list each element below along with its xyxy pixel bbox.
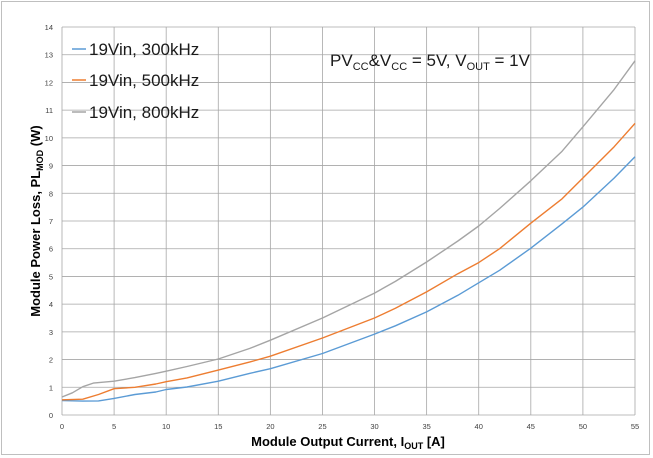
annotation-part-2: &V: [369, 51, 392, 70]
series-line-2: [61, 60, 636, 398]
y-tick-label-6: 6: [49, 245, 53, 254]
annotation-part-6: = 1V: [490, 51, 531, 70]
legend-label-0: 19Vin, 300kHz: [89, 40, 199, 59]
x-tick-label-0: 0: [60, 422, 64, 431]
annotation-part-3: CC: [391, 61, 407, 73]
annotation-part-5: OUT: [467, 61, 491, 73]
series-line-0: [61, 156, 636, 402]
y-axis-title-sub: MOD: [35, 149, 45, 170]
y-tick-label-4: 4: [49, 300, 53, 309]
legend-entry-1: 19Vin, 500kHz: [72, 71, 199, 90]
series-lines: [61, 60, 636, 402]
y-tick-label-2: 2: [49, 356, 53, 365]
x-tick-label-6: 30: [370, 422, 378, 431]
legend: 19Vin, 300kHz 19Vin, 500kHz 19Vin, 800kH…: [72, 40, 199, 122]
legend-label-1: 19Vin, 500kHz: [89, 71, 199, 90]
y-tick-label-9: 9: [49, 162, 53, 171]
gridlines: [61, 26, 636, 416]
annotation-part-1: CC: [353, 61, 369, 73]
x-tick-label-2: 10: [162, 422, 170, 431]
x-tick-label-1: 5: [112, 422, 116, 431]
y-tick-label-0: 0: [49, 411, 53, 420]
x-tick-label-5: 25: [318, 422, 326, 431]
annotation-part-0: PV: [330, 51, 353, 70]
conditions-annotation: PVCC&VCC = 5V, VOUT = 1V: [330, 51, 531, 73]
y-axis-title: Module Power Loss, PLMOD (W): [28, 125, 45, 316]
x-axis-ticks: 0 5 10 15 20 25 30 35 40 45 50 55: [60, 422, 639, 431]
legend-entry-0: 19Vin, 300kHz: [72, 40, 199, 59]
y-tick-label-5: 5: [49, 272, 53, 281]
series-line-1: [61, 122, 636, 401]
annotation-part-4: = 5V, V: [407, 51, 467, 70]
x-axis-title-sub: OUT: [404, 441, 424, 451]
y-tick-label-1: 1: [49, 383, 53, 392]
x-tick-label-3: 15: [214, 422, 222, 431]
x-tick-label-8: 40: [475, 422, 483, 431]
y-tick-label-8: 8: [49, 189, 53, 198]
x-tick-label-11: 55: [631, 422, 639, 431]
x-tick-label-10: 50: [579, 422, 587, 431]
y-tick-label-11: 11: [45, 106, 53, 115]
y-tick-label-3: 3: [49, 328, 53, 337]
x-axis-title: Module Output Current, IOUT [A]: [251, 434, 445, 451]
y-tick-label-12: 12: [45, 78, 53, 87]
x-axis-title-main: Module Output Current, I: [251, 434, 404, 449]
y-tick-label-7: 7: [49, 217, 53, 226]
x-tick-label-9: 45: [527, 422, 535, 431]
y-tick-label-13: 13: [45, 51, 53, 60]
y-tick-label-10: 10: [45, 134, 53, 143]
x-axis-title-tail: [A]: [423, 434, 445, 449]
legend-entry-2: 19Vin, 800kHz: [72, 103, 199, 122]
x-tick-label-4: 20: [266, 422, 274, 431]
y-tick-label-14: 14: [45, 23, 53, 32]
legend-label-2: 19Vin, 800kHz: [89, 103, 199, 122]
y-axis-title-main: Module Power Loss, PL: [28, 171, 43, 317]
x-tick-label-7: 35: [422, 422, 430, 431]
y-axis-title-tail: (W): [28, 125, 43, 150]
